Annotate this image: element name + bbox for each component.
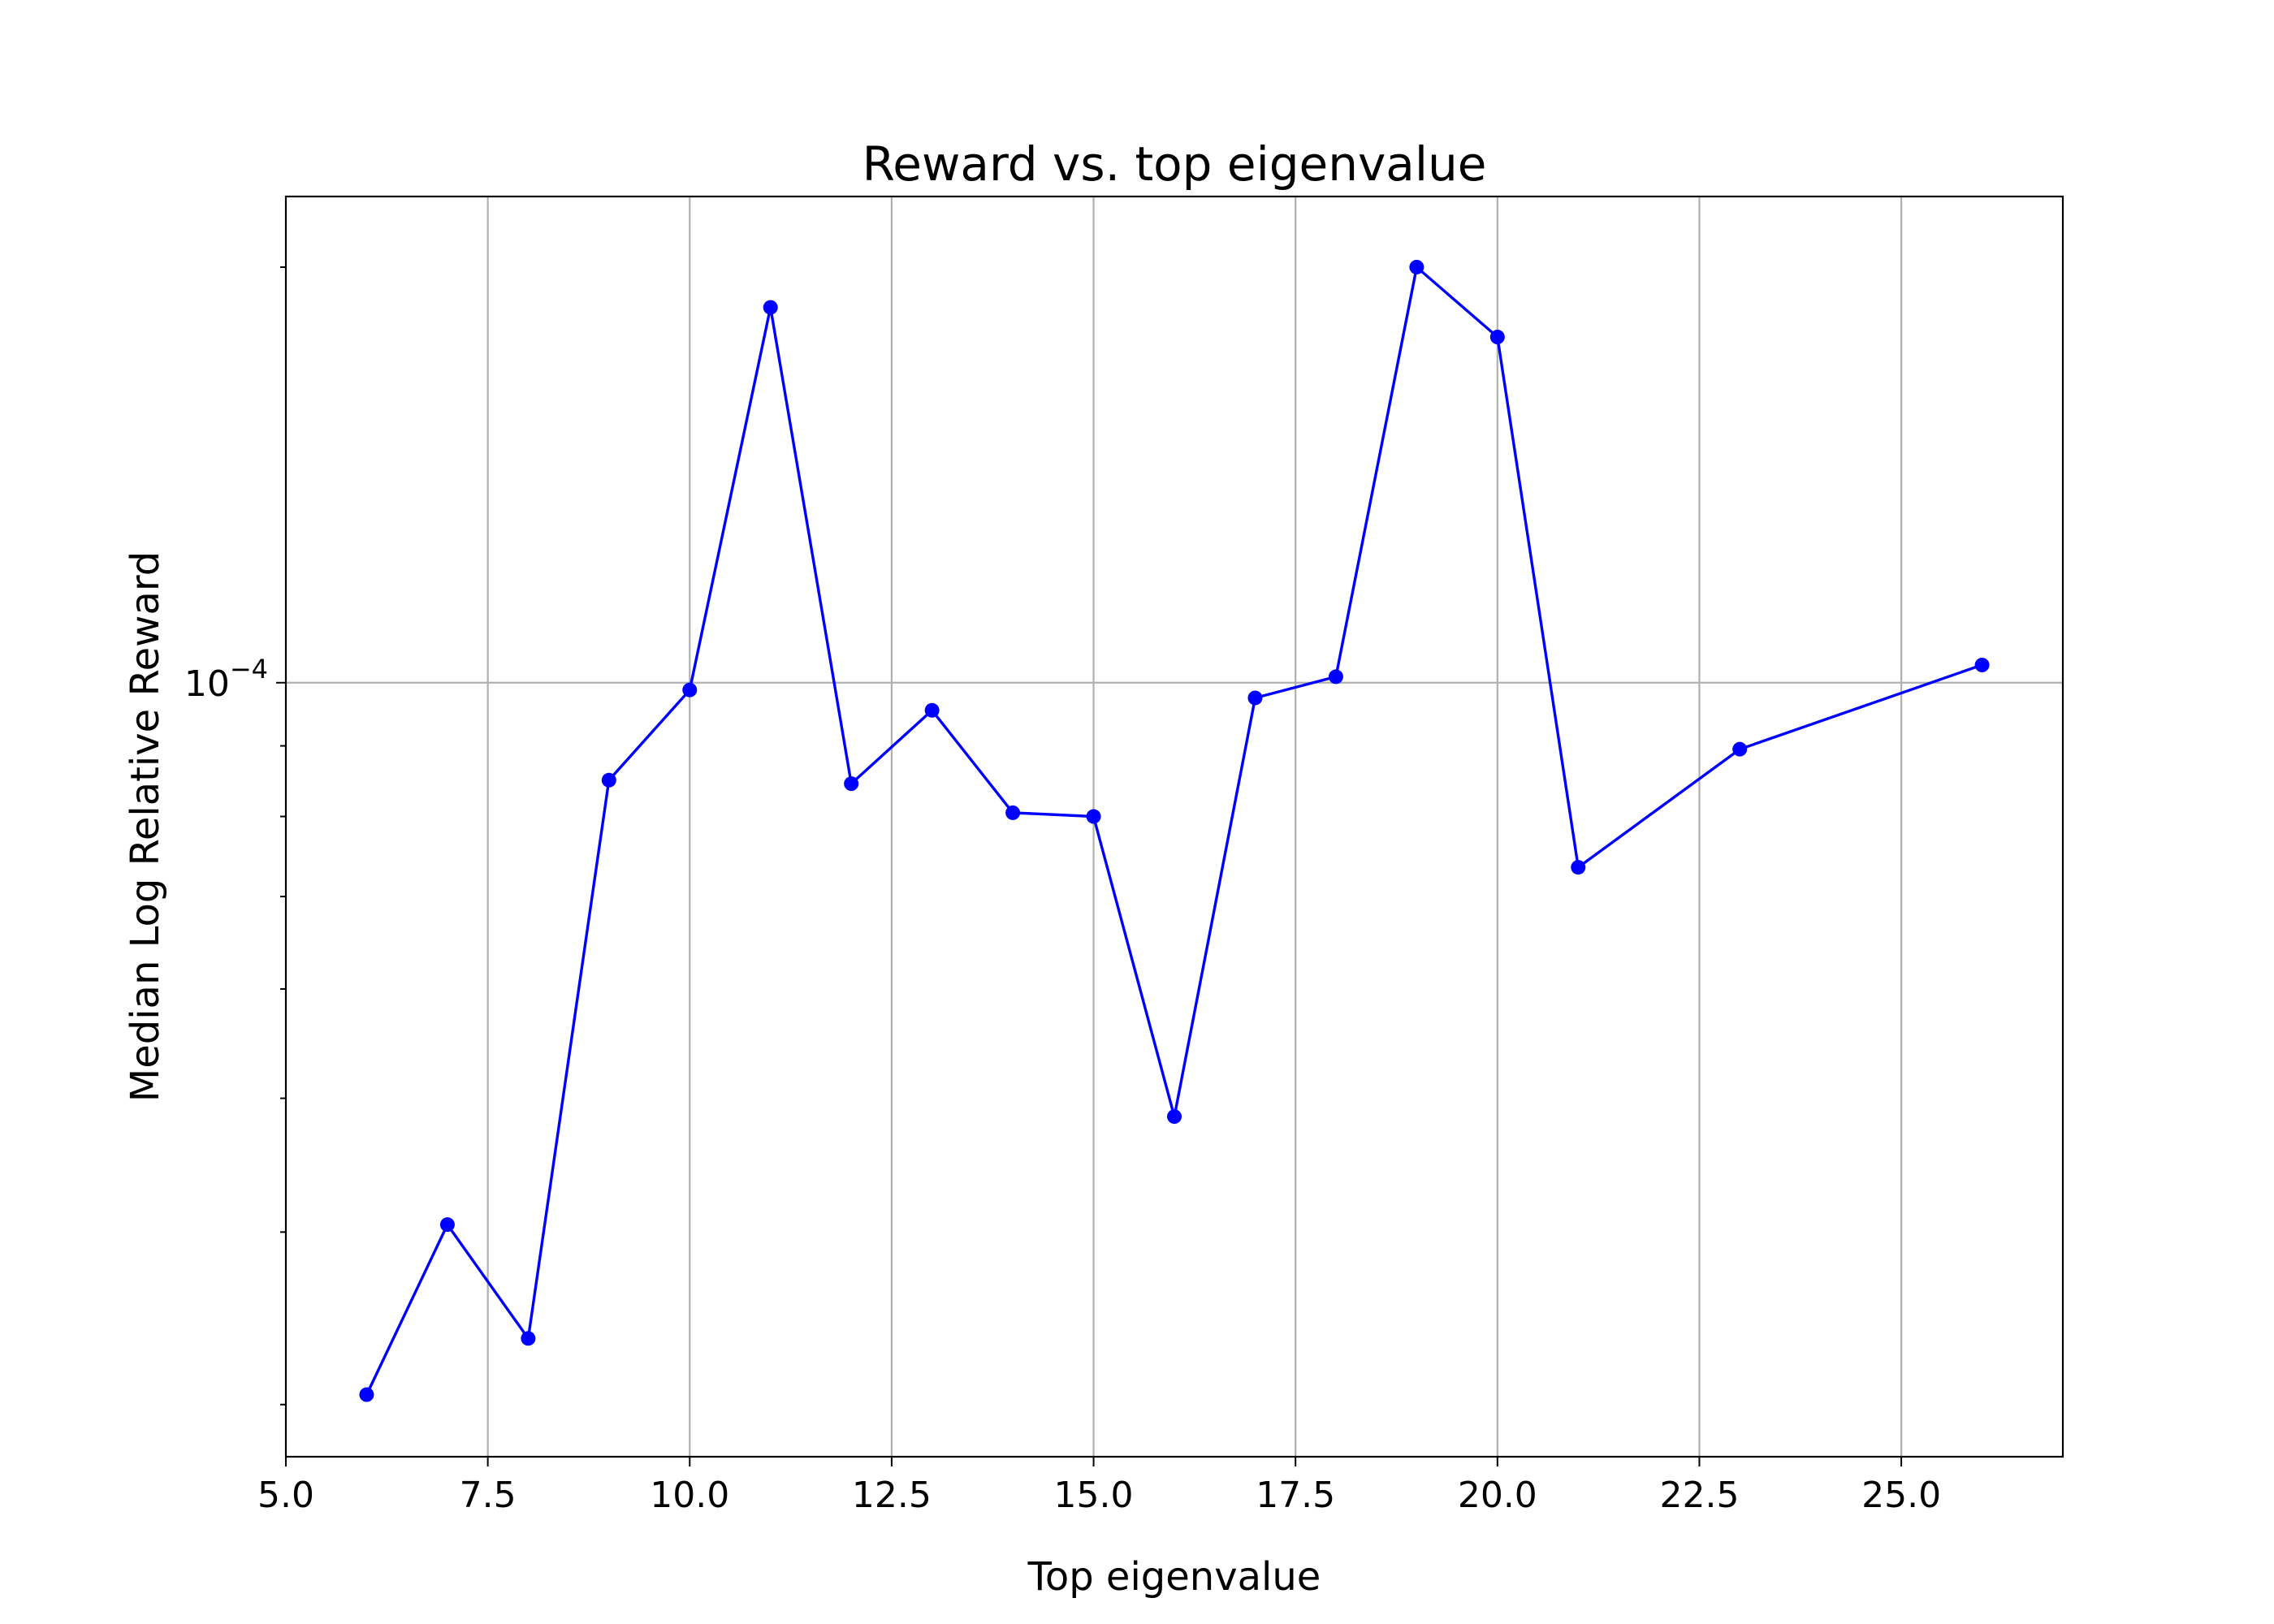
x-tick-label: 22.5: [1659, 1475, 1739, 1516]
x-tick-label: 17.5: [1256, 1475, 1335, 1516]
data-point: [601, 772, 616, 788]
x-tick-label: 20.0: [1458, 1475, 1537, 1516]
data-point: [1328, 669, 1343, 685]
data-point: [924, 702, 940, 718]
x-axis-label: Top eigenvalue: [1027, 1554, 1321, 1600]
data-point: [439, 1217, 455, 1233]
data-point: [1247, 690, 1263, 706]
x-tick-label: 7.5: [460, 1475, 517, 1516]
x-tick-label: 10.0: [650, 1475, 729, 1516]
data-point: [1974, 657, 1990, 672]
series-layer: [359, 259, 1990, 1402]
y-axis-label: Median Log Relative Reward: [123, 551, 168, 1102]
data-point: [763, 300, 778, 315]
x-tick-label: 5.0: [257, 1475, 314, 1516]
data-point: [1167, 1109, 1182, 1125]
grid: [286, 197, 2063, 1457]
x-tick-label: 15.0: [1054, 1475, 1134, 1516]
data-point: [1489, 330, 1505, 345]
data-point: [1571, 860, 1586, 875]
data-point: [1086, 809, 1101, 824]
data-point: [682, 682, 698, 698]
data-point: [1732, 741, 1748, 757]
data-point: [1005, 805, 1021, 820]
y-tick-labels: 10−4: [184, 654, 268, 705]
data-point: [1409, 259, 1424, 274]
x-tick-label: 25.0: [1861, 1475, 1941, 1516]
data-point: [521, 1331, 536, 1346]
chart-title: Reward vs. top eigenvalue: [862, 136, 1487, 192]
x-tick-labels: 5.0 7.5 10.0 12.5 15.0 17.5 20.0 22.5 25.0: [257, 1475, 1941, 1516]
plot-frame: [284, 195, 2064, 1458]
data-point: [844, 776, 859, 792]
y-tick-label: 10−4: [184, 654, 268, 705]
data-point: [359, 1387, 374, 1402]
x-tick-label: 12.5: [852, 1475, 932, 1516]
ticks: [276, 266, 1903, 1466]
series-line: [365, 266, 1983, 1396]
